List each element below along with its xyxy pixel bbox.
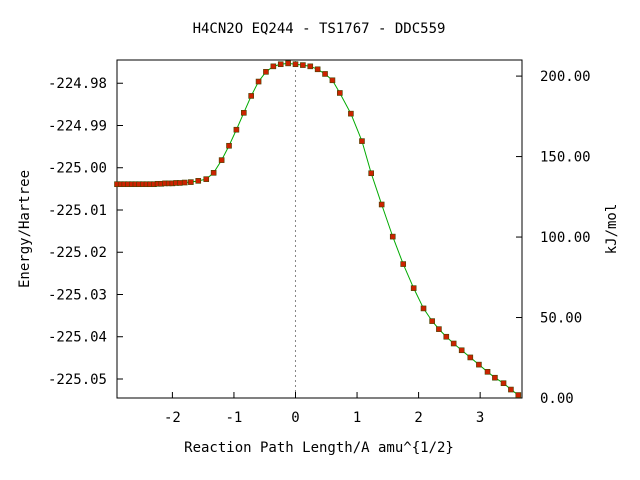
y-tick-label: -225.03	[48, 287, 107, 303]
data-point	[233, 126, 240, 133]
y2-tick-label: 50.00	[540, 311, 582, 327]
x-tick-label: -1	[226, 410, 243, 426]
data-point	[181, 179, 188, 186]
data-point	[226, 142, 232, 149]
y2-tick-label: 0.00	[540, 391, 574, 407]
energy-curve	[117, 62, 519, 396]
data-point	[476, 361, 482, 368]
data-point	[500, 380, 507, 387]
y-tick-label: -224.99	[48, 118, 107, 134]
data-point	[508, 386, 514, 393]
data-points	[114, 60, 522, 398]
y-axis-ticks: -224.98 -224.99 -225.00 -225.01 -225.02 -225.…	[48, 76, 123, 388]
y-tick-label: -225.05	[48, 372, 107, 388]
data-point	[378, 201, 385, 208]
data-point	[210, 170, 217, 176]
data-point	[300, 62, 306, 68]
data-point	[314, 66, 321, 73]
data-point	[443, 333, 450, 340]
data-point	[410, 285, 417, 291]
data-point	[329, 77, 336, 84]
chart-title: H4CN2O EQ244 - TS1767 - DDC559	[193, 21, 446, 37]
data-point	[270, 63, 277, 70]
x-tick-label: 2	[414, 410, 422, 426]
data-point	[484, 369, 491, 375]
data-point	[458, 347, 465, 354]
data-point	[337, 90, 343, 96]
x-tick-label: 3	[476, 410, 484, 426]
data-point	[195, 178, 202, 184]
data-point	[203, 176, 210, 182]
data-point	[292, 61, 299, 68]
data-point	[359, 138, 365, 144]
y2-tick-label: 200.00	[540, 69, 591, 85]
x-tick-label: 1	[353, 410, 361, 426]
data-point	[176, 180, 183, 186]
data-point	[307, 63, 314, 70]
data-point	[492, 374, 498, 381]
data-point	[467, 354, 474, 361]
data-point	[436, 326, 442, 332]
y-tick-label: -225.02	[48, 245, 107, 261]
y-axis-label: Energy/Hartree	[17, 170, 33, 288]
y2-axis-label: kJ/mol	[604, 204, 620, 255]
data-point	[515, 392, 522, 398]
x-tick-label: 0	[291, 410, 299, 426]
y-tick-label: -225.00	[48, 161, 107, 177]
data-point	[389, 233, 396, 240]
data-point	[255, 78, 262, 85]
data-point	[429, 318, 435, 324]
y-tick-label: -224.98	[48, 76, 107, 92]
x-axis-ticks: -2 -1 0 1 2 3	[164, 392, 484, 426]
data-point	[263, 69, 269, 75]
y2-tick-label: 100.00	[540, 230, 591, 246]
data-point	[248, 93, 254, 99]
y-tick-label: -225.01	[48, 203, 107, 219]
data-point	[368, 170, 375, 177]
data-point	[420, 305, 427, 312]
y-tick-label: -225.04	[48, 330, 107, 346]
data-point	[348, 110, 354, 117]
plot-frame	[116, 59, 523, 399]
y2-axis-ticks: 0.00 50.00 100.00 150.00 200.00	[516, 69, 591, 407]
y2-tick-label: 150.00	[540, 150, 591, 166]
data-point	[277, 61, 284, 68]
data-point	[322, 71, 328, 77]
x-axis-label: Reaction Path Length/A amu^{1/2}	[184, 440, 454, 456]
data-point	[188, 179, 194, 185]
data-point	[218, 157, 225, 163]
data-point	[450, 340, 457, 347]
x-tick-label: -2	[164, 410, 181, 426]
data-point	[285, 60, 291, 67]
data-point	[240, 110, 247, 116]
data-point	[400, 261, 407, 267]
